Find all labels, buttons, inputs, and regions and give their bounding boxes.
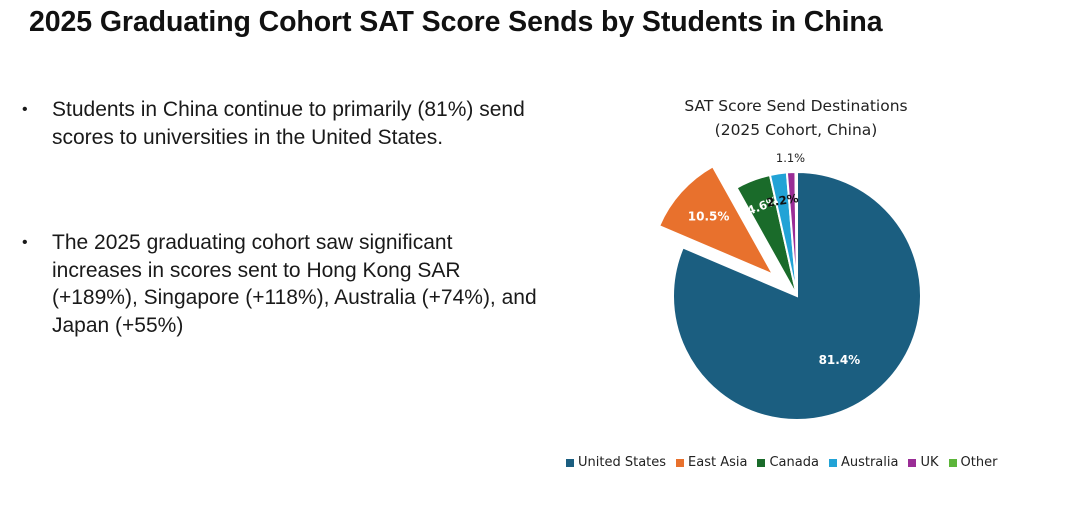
bullet-list: • Students in China continue to primaril… xyxy=(22,96,542,339)
data-label-uk: 1.1% xyxy=(776,151,805,165)
bullet-text: The 2025 graduating cohort saw significa… xyxy=(52,231,537,337)
chart-subtitle: (2025 Cohort, China) xyxy=(715,121,878,139)
legend-item-canada: Canada xyxy=(757,455,819,470)
legend-swatch xyxy=(948,458,957,467)
data-label-australia: 2.2% xyxy=(766,191,800,210)
legend-item-australia: Australia xyxy=(828,455,899,470)
legend-swatch xyxy=(566,458,574,467)
legend-item-united-states: United States xyxy=(566,455,666,470)
pie-slice-other xyxy=(794,170,798,297)
legend-label: UK xyxy=(920,455,939,470)
data-label-east-asia: 10.5% xyxy=(688,210,730,224)
legend-item-uk: UK xyxy=(908,455,939,470)
legend-swatch xyxy=(908,458,917,467)
bullet-text: Students in China continue to primarily … xyxy=(52,98,525,149)
pie-chart: SAT Score Send Destinations (2025 Cohort… xyxy=(657,97,922,421)
legend-swatch xyxy=(757,458,766,467)
legend-item-east-asia: East Asia xyxy=(676,455,747,470)
chart-title: SAT Score Send Destinations xyxy=(684,97,907,115)
legend-label: Other xyxy=(960,455,998,470)
pie-slice-east-asia xyxy=(657,164,776,277)
data-label-united-states: 81.4% xyxy=(819,353,861,367)
bullet-item: • Students in China continue to primaril… xyxy=(22,96,542,151)
bullet-item: • The 2025 graduating cohort saw signifi… xyxy=(22,229,542,339)
legend-label: East Asia xyxy=(688,455,748,470)
legend-swatch xyxy=(676,458,685,467)
pie-slices xyxy=(657,164,922,421)
bullet-marker: • xyxy=(22,234,28,251)
legend-label: Australia xyxy=(840,455,899,470)
legend-swatch xyxy=(828,458,837,467)
page-title: 2025 Graduating Cohort SAT Score Sends b… xyxy=(29,6,883,38)
bullet-marker: • xyxy=(22,101,28,118)
legend-item-other: Other xyxy=(948,455,998,470)
legend-label: Canada xyxy=(769,455,819,470)
legend-label: United States xyxy=(578,455,667,470)
chart-legend: United States East Asia Canada Australia UK O… xyxy=(566,455,1007,470)
